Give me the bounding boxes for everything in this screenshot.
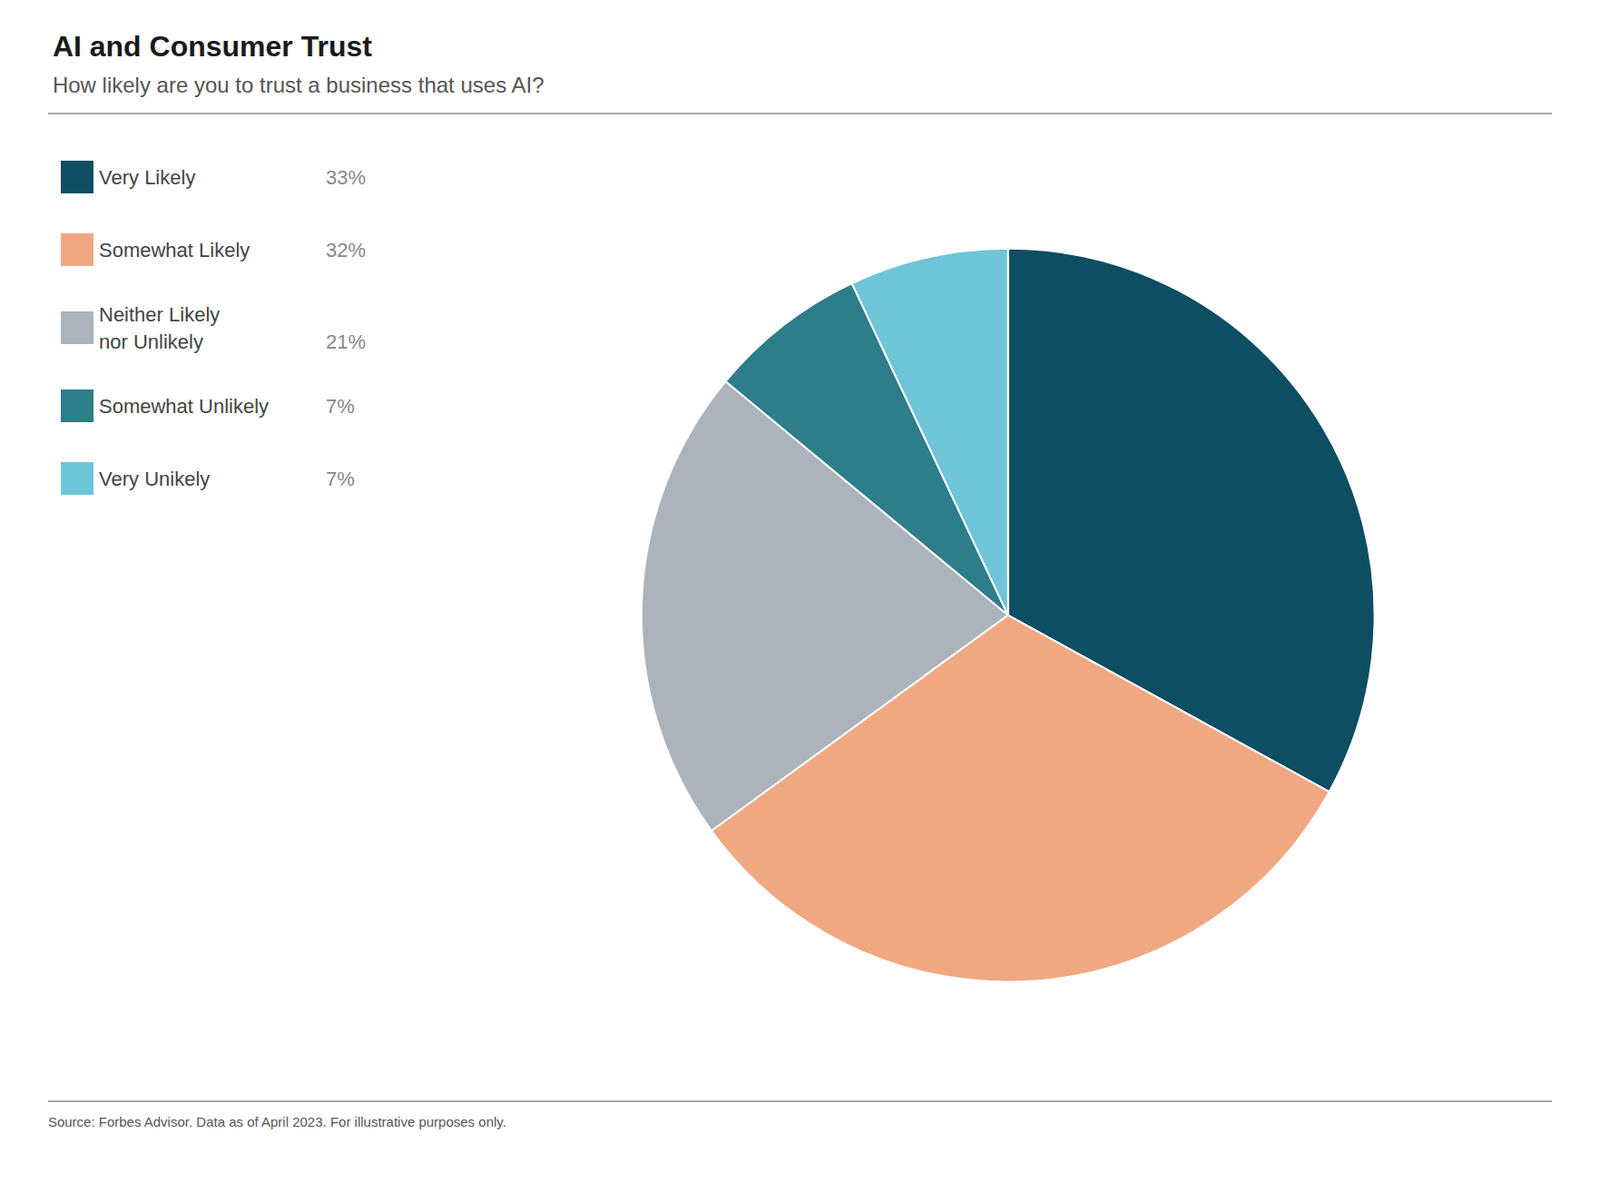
svg-text:7%: 7% <box>325 467 355 491</box>
svg-text:Somewhat Likely: Somewhat Likely <box>98 238 250 262</box>
svg-text:nor Unlikely: nor Unlikely <box>98 330 204 354</box>
svg-text:21%: 21% <box>325 330 366 354</box>
svg-text:How likely are you to trust a: How likely are you to trust a business t… <box>52 72 545 98</box>
svg-text:Very Likely: Very Likely <box>98 166 196 189</box>
svg-text:AI and Consumer Trust: AI and Consumer Trust <box>52 29 373 63</box>
svg-text:Very Unikely: Very Unikely <box>98 467 210 491</box>
svg-text:Neither Likely: Neither Likely <box>98 303 220 326</box>
svg-text:Somewhat Unlikely: Somewhat Unlikely <box>98 394 269 418</box>
svg-text:7%: 7% <box>325 394 355 418</box>
svg-text:Source: Forbes Advisor. Data a: Source: Forbes Advisor. Data as of April… <box>48 1113 507 1129</box>
svg-text:32%: 32% <box>325 238 366 262</box>
svg-text:33%: 33% <box>325 166 366 189</box>
